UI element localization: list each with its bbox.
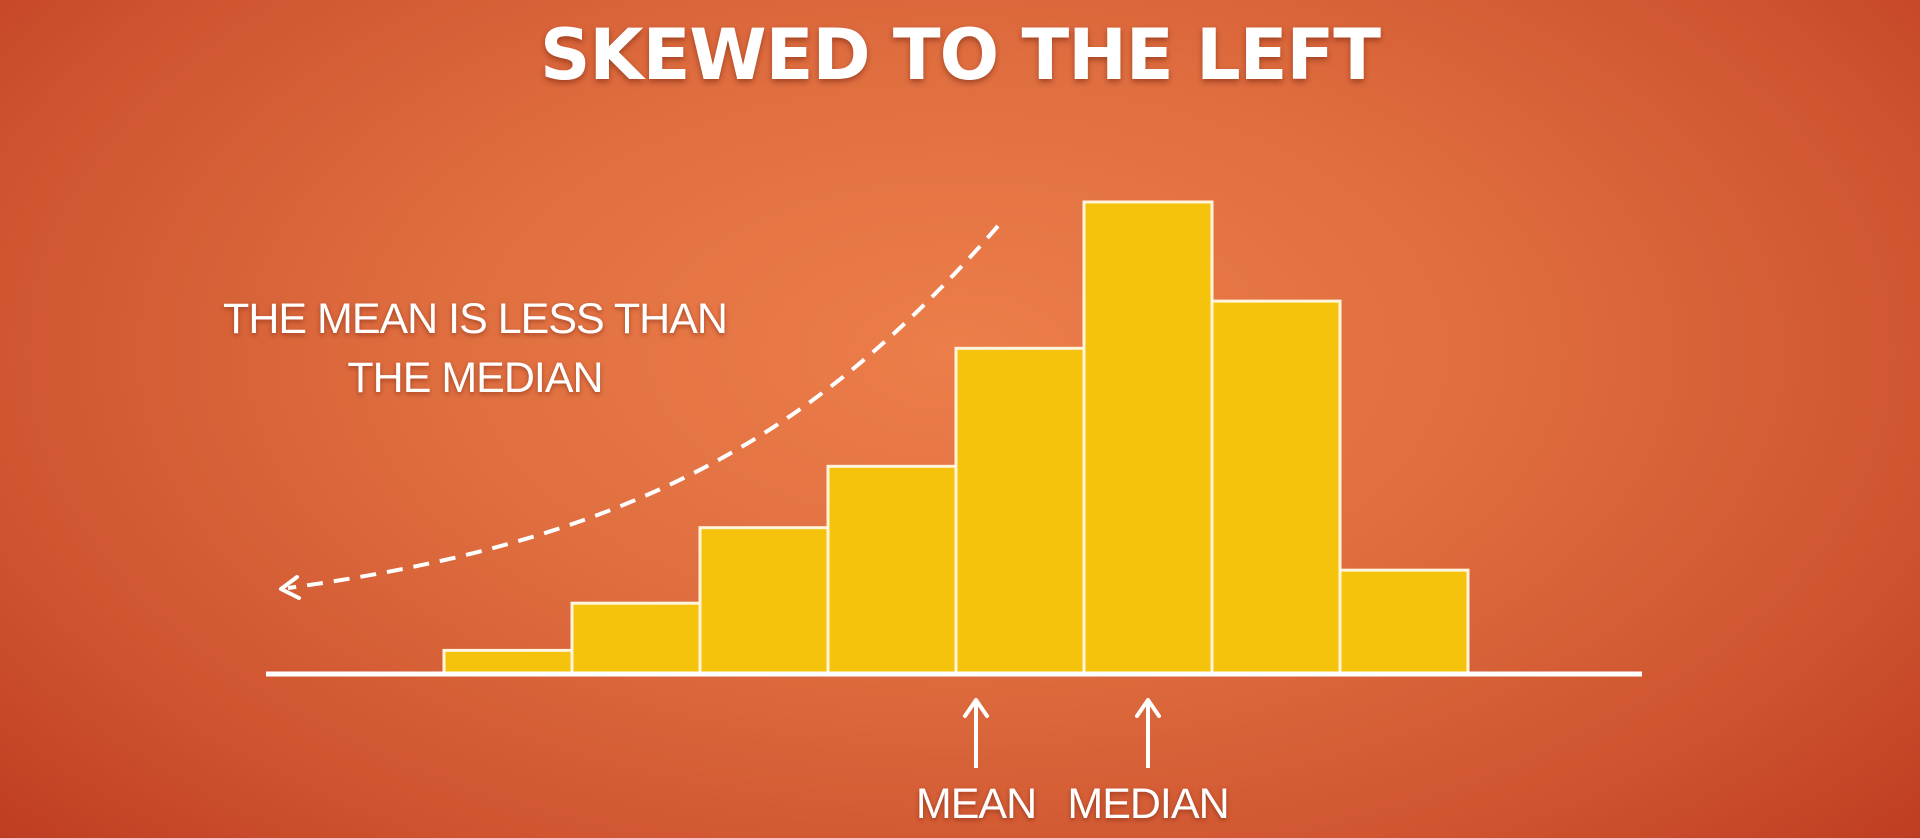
histogram-bar-4 [826,464,958,676]
median-arrow-head [1135,698,1161,718]
mean-arrow-head [963,698,989,718]
marker-arrows-group [963,698,1161,768]
histogram-bar-1 [442,648,574,676]
histogram-bar-2 [570,601,702,676]
histogram-bar-7 [1210,299,1342,676]
median-label: MEDIAN [1067,780,1229,828]
histogram-bar-5 [954,346,1086,676]
bars-group [442,200,1470,676]
histogram-bar-3 [698,526,830,676]
skew-tail-arrow [287,224,1000,590]
annotation-line-1: THE MEAN IS LESS THAN [223,295,728,343]
mean-label: MEAN [915,780,1037,828]
annotation-line-2: THE MEDIAN [347,354,603,402]
histogram-bar-8 [1338,568,1470,676]
chart-title: SKEWED TO THE LEFT [539,14,1381,96]
annotation-text: THE MEAN IS LESS THAN THE MEDIAN [185,290,765,408]
skew-tail-arrow-head [279,575,301,600]
histogram-bar-6 [1082,200,1214,676]
